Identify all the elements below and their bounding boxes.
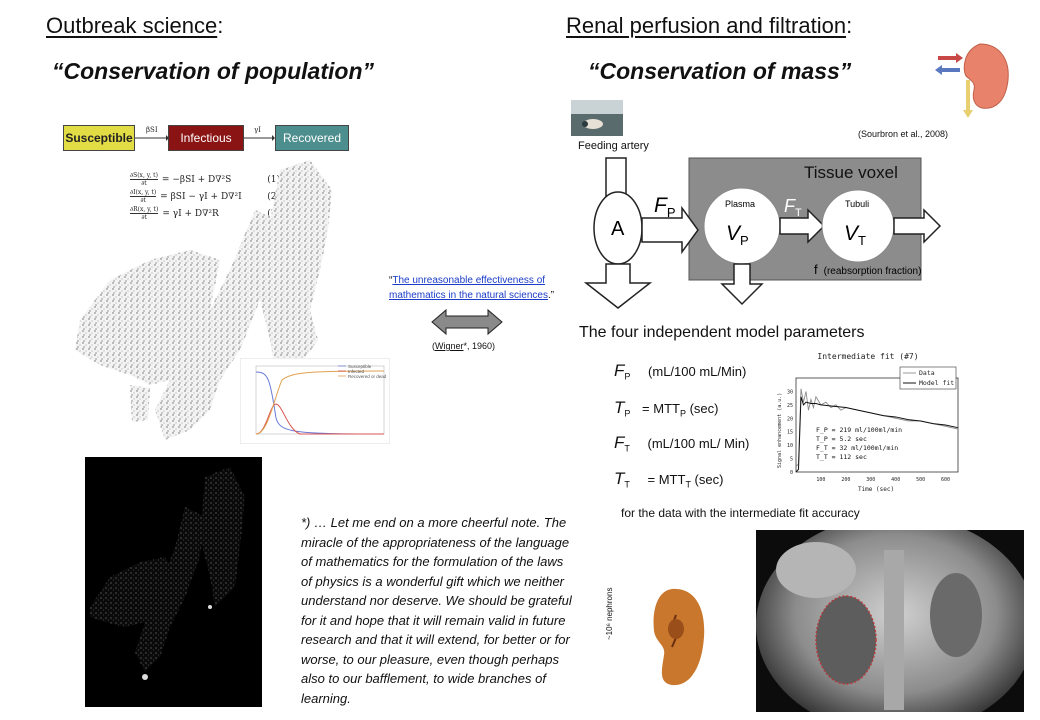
intermediate-fit-chart: Intermediate fit (#7) Signal enhancement…	[777, 352, 959, 493]
legend-data: Data	[919, 369, 935, 377]
kidney-icon	[935, 43, 1009, 118]
fp-label: FP	[654, 194, 676, 220]
beta-label: βSI	[146, 126, 158, 134]
left-heading-text: Outbreak science	[46, 13, 218, 38]
right-heading-text: Renal perfusion and filtration	[566, 13, 847, 38]
param-ft: FT (mL/100 mL/ Min)	[614, 433, 750, 454]
chart-xlabel: Time (sec)	[858, 486, 894, 493]
chart-title: Intermediate fit (#7)	[817, 352, 918, 361]
param-fp: FP (mL/100 mL/Min)	[614, 361, 747, 382]
y-tick-label: 0	[790, 470, 793, 476]
annotation-tp: T_P = 5.2 sec	[816, 435, 867, 443]
legend-model-fit: Model fit	[919, 379, 954, 387]
recovered-box: Recovered	[275, 125, 349, 151]
renal-compartment-diagram: Feeding artery Tissue voxel A FP Plasma …	[578, 140, 942, 309]
y-tick-label: 30	[787, 389, 793, 395]
x-tick-label: 200	[841, 477, 850, 483]
compartment-a-label: A	[611, 218, 625, 240]
params-title: The four independent model parameters	[579, 324, 865, 341]
x-tick-label: 500	[916, 477, 925, 483]
params-footer: for the data with the intermediate fit a…	[621, 506, 860, 520]
y-tick-label: 15	[787, 430, 793, 436]
equation-2: ∂I(x, y, t) ∂t = βSI − γI + D∇²I (2)	[130, 189, 280, 204]
wigner-paper-link[interactable]: The unreasonable effectiveness of mathem…	[389, 275, 548, 301]
kidney-section-photo	[644, 585, 710, 691]
sir-inset-legend: Susceptible Infected Recovered or dead	[338, 364, 387, 379]
sir-legend-recovered: Recovered or dead	[348, 374, 387, 379]
y-tick-label: 10	[787, 443, 793, 449]
scandinavia-population-map	[75, 160, 332, 440]
chart-ylabel: Signal enhancement (a.u.)	[777, 393, 783, 468]
sir-legend-infected: Infected	[348, 369, 365, 374]
ft-label: FT	[784, 196, 802, 219]
wigner-citation: (Wigner*, 1960)	[432, 341, 496, 351]
param-tp: TP = MTTP (sec)	[614, 398, 719, 419]
feeding-artery-photo	[571, 100, 623, 136]
y-tick-label: 25	[787, 403, 793, 409]
susceptible-box: Susceptible	[63, 125, 135, 151]
gamma-label: γI	[254, 126, 261, 134]
x-tick-label: 300	[866, 477, 875, 483]
chart-legend: Data Model fit	[899, 366, 957, 390]
y-tick-label: 20	[787, 416, 793, 422]
sir-legend-susceptible: Susceptible	[348, 364, 372, 369]
y-tick-label: 5	[790, 457, 793, 463]
param-tt: TT = MTTT (sec)	[614, 469, 724, 490]
annotation-tt: T_T = 112 sec	[816, 453, 867, 461]
wigner-quote: “The unreasonable effectiveness of mathe…	[389, 275, 555, 301]
vp-label: VP	[726, 222, 749, 248]
x-tick-label: 100	[816, 477, 825, 483]
wigner-link[interactable]: Wigner	[435, 341, 464, 351]
kidney-mri-scan	[756, 530, 1024, 712]
feeding-artery-label: Feeding artery	[578, 140, 649, 152]
chart-annotations: F_P = 219 ml/100ml/min T_P = 5.2 sec F_T…	[816, 426, 902, 461]
scandinavia-night-map	[85, 457, 262, 707]
vt-label: VT	[844, 222, 866, 248]
sir-curves-inset: Susceptible Infected Recovered or dead	[240, 358, 390, 444]
annotation-fp: F_P = 219 ml/100ml/min	[816, 426, 902, 434]
equation-1: ∂S(x, y, t) ∂t = −βSI + D∇²S (1)	[130, 172, 280, 187]
series-line-model-fit	[795, 396, 959, 473]
left-heading: Outbreak science:	[46, 13, 224, 38]
nephrons-label: ~10⁶ nephrons	[605, 587, 614, 640]
plasma-label: Plasma	[725, 199, 755, 209]
wigner-footnote: *) … Let me end on a more cheerful note.…	[301, 515, 572, 706]
chart-lines	[795, 388, 959, 473]
x-tick-label: 400	[891, 477, 900, 483]
annotation-ft: F_T = 32 ml/100ml/min	[816, 444, 898, 452]
right-subheading: “Conservation of mass”	[588, 58, 852, 84]
right-heading: Renal perfusion and filtration:	[566, 13, 853, 38]
infectious-box: Infectious	[168, 125, 244, 151]
x-tick-label: 600	[941, 477, 950, 483]
sourbron-citation: (Sourbron et al., 2008)	[858, 129, 949, 139]
double-arrow	[431, 308, 503, 336]
reabsorption-label: f (reabsorption fraction)	[814, 262, 921, 277]
left-subheading: “Conservation of population”	[52, 58, 374, 84]
tubuli-label: Tubuli	[845, 199, 869, 209]
chart-ticks: 100 200 300 400 500 600 0 5 10 15 20 25 30	[787, 389, 950, 483]
tissue-voxel-label: Tissue voxel	[804, 163, 898, 182]
sir-arrows	[135, 135, 275, 141]
